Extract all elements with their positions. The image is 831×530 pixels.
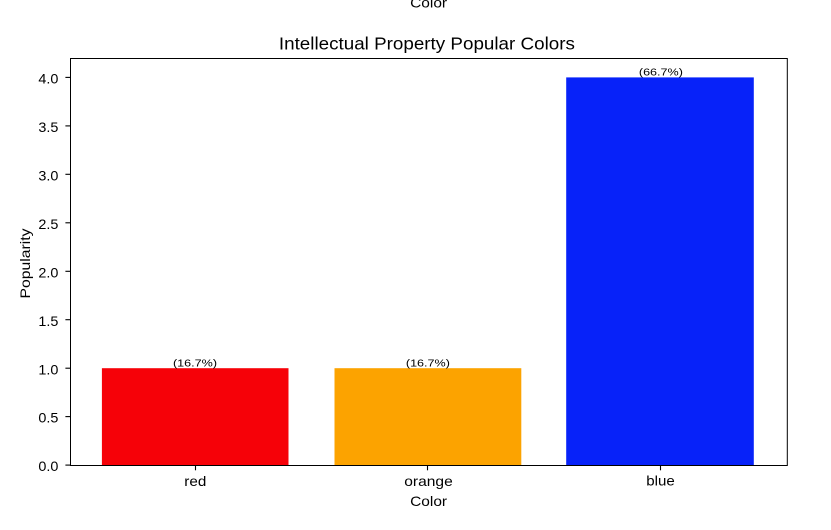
svg-text:(16.7%): (16.7%) [406,358,450,370]
svg-text:4.0: 4.0 [38,72,58,87]
svg-text:0.5: 0.5 [38,411,58,426]
svg-text:Popularity: Popularity [17,229,33,299]
svg-text:0.0: 0.0 [38,459,58,474]
svg-text:red: red [184,473,206,489]
svg-text:3.5: 3.5 [38,120,58,135]
svg-text:Intellectual Property Popular: Intellectual Property Popular Colors [279,34,575,54]
svg-text:3.0: 3.0 [38,168,58,183]
svg-text:Color: Color [410,493,447,509]
svg-text:orange: orange [404,473,453,489]
svg-text:2.5: 2.5 [38,217,58,232]
svg-text:1.0: 1.0 [38,362,58,377]
svg-text:(16.7%): (16.7%) [173,358,217,370]
svg-text:2.0: 2.0 [38,265,58,280]
svg-text:1.5: 1.5 [38,314,58,329]
svg-text:Color: Color [410,0,447,11]
svg-text:blue: blue [646,473,675,489]
svg-text:(66.7%): (66.7%) [639,67,683,79]
